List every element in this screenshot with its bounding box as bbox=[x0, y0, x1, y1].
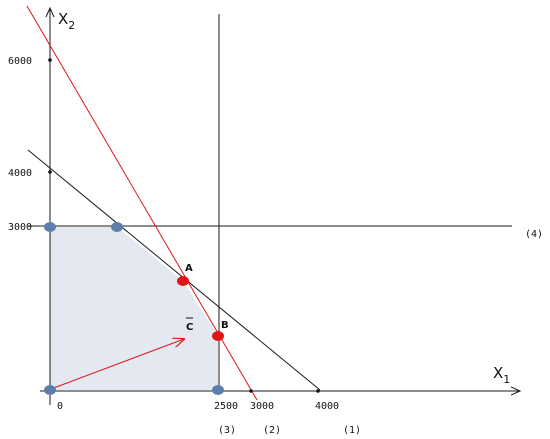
feasible-region bbox=[50, 227, 218, 390]
vertex-corner-4-1 bbox=[111, 222, 123, 232]
constraint-label-2: (2) bbox=[263, 425, 281, 436]
x-tick-dot-4000 bbox=[316, 389, 320, 393]
gradient-vector bbox=[50, 339, 184, 390]
y-tick-dot-4000 bbox=[48, 170, 52, 174]
x-axis-label: X1 bbox=[493, 364, 510, 386]
x-tick-label-2500: 2500 bbox=[214, 401, 238, 412]
vertex-a bbox=[177, 276, 189, 286]
x-tick-label-4000: 4000 bbox=[315, 401, 339, 412]
vertex-b bbox=[212, 331, 224, 341]
vertex-origin bbox=[44, 385, 56, 395]
x-tick-label-0: 0 bbox=[57, 401, 63, 412]
y-tick-label-4000: 4000 bbox=[8, 168, 32, 179]
vertex-x-2500 bbox=[212, 385, 224, 395]
y-axis-label: X2 bbox=[58, 10, 75, 32]
constraint-line-1 bbox=[27, 149, 321, 391]
vertex-y-3000 bbox=[44, 222, 56, 232]
point-label-a: A bbox=[185, 263, 193, 274]
constraint-label-1: (1) bbox=[343, 425, 361, 436]
x-tick-label-3000: 3000 bbox=[250, 401, 274, 412]
y-tick-label-6000: 6000 bbox=[8, 56, 32, 67]
constraint-label-3: (3) bbox=[218, 425, 236, 436]
vector-label: C bbox=[186, 322, 193, 333]
x-tick-dot-3000 bbox=[249, 389, 253, 393]
point-label-b: B bbox=[221, 320, 229, 331]
y-tick-dot-6000 bbox=[48, 58, 52, 62]
y-tick-label-3000: 3000 bbox=[8, 222, 32, 233]
constraint-label-4: (4) bbox=[525, 229, 543, 240]
